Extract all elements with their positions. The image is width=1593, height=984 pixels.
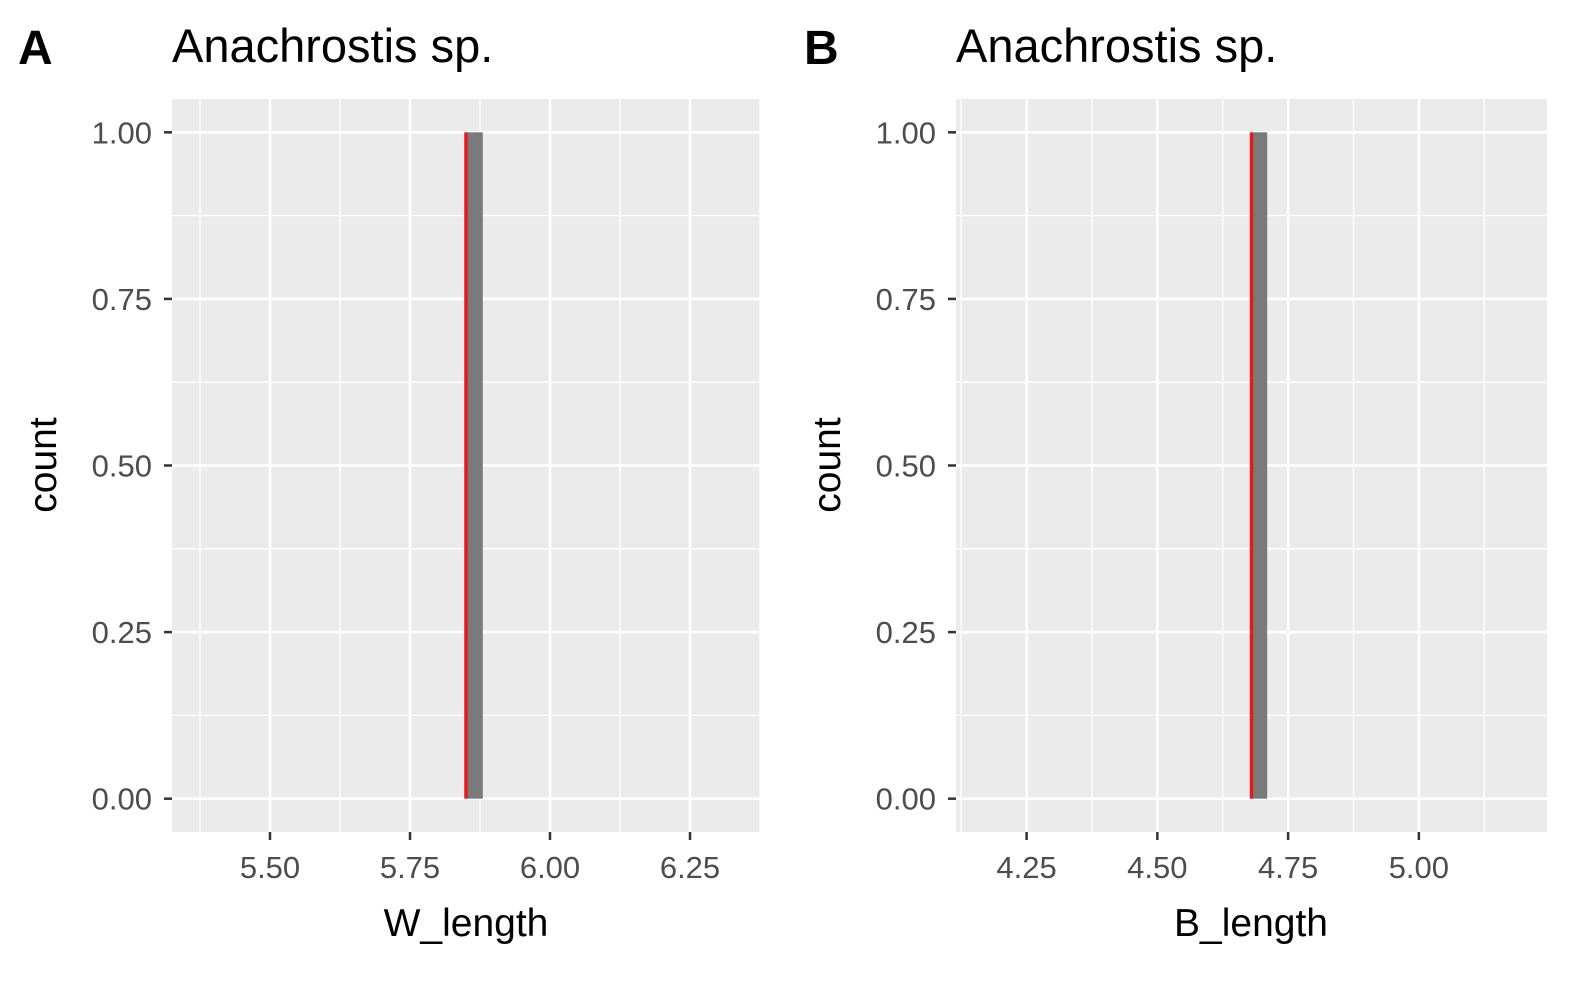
y-tick-label: 0.00 xyxy=(876,782,936,817)
panel-b: B Anachrostis sp. 0.00 0.25 0.50 0.75 1.00 4.… xyxy=(804,19,1547,945)
histogram-bar xyxy=(466,132,483,799)
axes: 0.00 0.25 0.50 0.75 1.00 4.25 4.50 4.75 5.00 xyxy=(876,115,1449,885)
y-tick-label: 0.50 xyxy=(876,449,936,484)
panel-title: Anachrostis sp. xyxy=(956,19,1277,72)
panel-title: Anachrostis sp. xyxy=(172,19,493,72)
x-tick-label: 4.75 xyxy=(1258,850,1318,885)
axes: 0.00 0.25 0.50 0.75 1.00 5.50 5.75 6.00 6.25 xyxy=(92,115,721,885)
x-axis-title: W_length xyxy=(384,902,549,945)
bars xyxy=(1251,132,1268,799)
y-tick-label: 1.00 xyxy=(92,115,152,150)
y-axis-title: count xyxy=(806,417,849,513)
y-tick-label: 0.00 xyxy=(92,782,152,817)
bars xyxy=(466,132,483,799)
x-axis-title: B_length xyxy=(1174,902,1328,945)
y-tick-label: 0.75 xyxy=(876,282,936,317)
panel-tag: B xyxy=(804,22,839,75)
y-tick-label: 0.25 xyxy=(876,615,936,650)
panel-tag: A xyxy=(18,22,53,75)
panel-a: A Anachrostis sp. 0.00 0.25 0.50 0.75 1.00 5.… xyxy=(18,19,761,945)
x-tick-label: 5.75 xyxy=(380,850,440,885)
x-tick-label: 6.25 xyxy=(660,850,720,885)
y-tick-label: 0.75 xyxy=(92,282,152,317)
x-tick-label: 5.00 xyxy=(1389,850,1449,885)
x-tick-label: 4.50 xyxy=(1127,850,1187,885)
y-axis-title: count xyxy=(22,417,65,513)
histogram-bar xyxy=(1251,132,1268,799)
y-tick-label: 0.50 xyxy=(92,449,152,484)
y-tick-label: 0.25 xyxy=(92,615,152,650)
x-tick-label: 5.50 xyxy=(240,850,300,885)
x-tick-label: 4.25 xyxy=(996,850,1056,885)
y-tick-label: 1.00 xyxy=(876,115,936,150)
x-tick-label: 6.00 xyxy=(520,850,580,885)
